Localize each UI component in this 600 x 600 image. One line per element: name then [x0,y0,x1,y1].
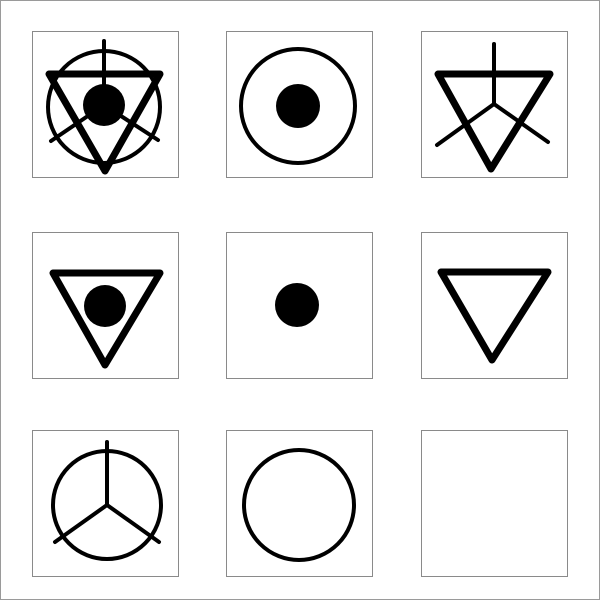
cell-r2-c1 [32,232,179,379]
circle-icon [242,448,356,562]
triangle-with-y-lines-icon [434,42,554,173]
circle-with-y-lines-icon [51,440,163,561]
cell-r2-c3 [421,232,568,379]
cell-r1-c3 [421,31,568,178]
triangle-icon [437,268,552,364]
dot-icon [275,283,319,327]
circle-with-dot-icon [239,47,357,165]
cell-r1-c1 [32,31,179,178]
triangle-with-dot-icon [49,269,164,369]
cell-r3-c1 [32,430,179,577]
circle-triangle-dot-y-icon [45,39,164,175]
cell-r3-c2 [226,430,373,577]
cell-r2-c2 [226,232,373,379]
cell-r1-c2 [226,31,373,178]
cell-r3-c3-missing [421,430,568,577]
